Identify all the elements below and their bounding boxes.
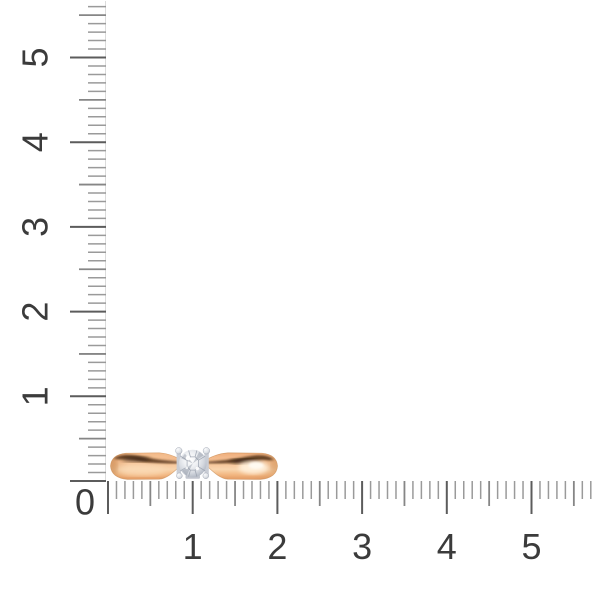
horizontal-ruler-number: 3 xyxy=(352,526,372,567)
prong-ball-bottom-right xyxy=(202,472,209,479)
diamond-setting xyxy=(175,447,210,479)
vertical-ruler-number: 2 xyxy=(15,302,56,322)
ring-photo xyxy=(110,447,278,480)
band-crease-left-dark xyxy=(122,456,150,463)
prong-ball-top-right xyxy=(202,447,210,455)
diamond-sparkles xyxy=(185,455,199,471)
diamond-gem xyxy=(179,449,207,478)
prong-ball-top-left xyxy=(175,447,183,455)
horizontal-ruler-number: 1 xyxy=(183,526,203,567)
ruler-origin-label: 0 xyxy=(75,482,95,523)
vertical-ruler xyxy=(70,5,106,482)
band-tip-shade-left xyxy=(110,456,118,476)
vertical-ruler-number: 5 xyxy=(15,47,56,67)
band-highlight-right-core xyxy=(248,462,264,469)
horizontal-ruler-number: 5 xyxy=(521,526,541,567)
horizontal-ruler-number: 2 xyxy=(267,526,287,567)
horizontal-ruler xyxy=(107,481,592,514)
band-highlight-left xyxy=(118,464,166,476)
prong-ball-bottom-left xyxy=(176,472,183,479)
horizontal-ruler-number: 4 xyxy=(437,526,457,567)
vertical-ruler-number: 4 xyxy=(15,132,56,152)
band-tip-shade-right xyxy=(271,456,278,473)
vertical-ruler-numbers: 1 2 3 4 5 xyxy=(15,47,56,406)
horizontal-ruler-numbers: 1 2 3 4 5 xyxy=(183,526,542,567)
vertical-ruler-number: 3 xyxy=(15,217,56,237)
vertical-ruler-number: 1 xyxy=(15,386,56,406)
prong-bar-left xyxy=(176,450,181,477)
